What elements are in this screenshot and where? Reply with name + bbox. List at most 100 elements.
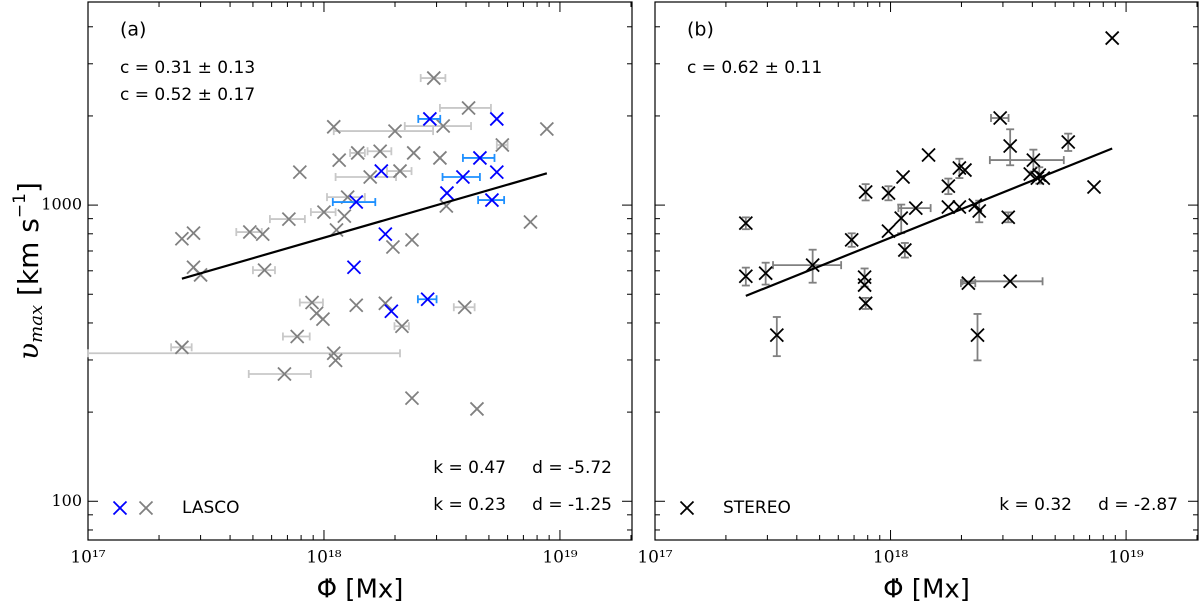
annotation: c = 0.62 ± 0.11	[687, 58, 822, 78]
marker-stroke	[193, 267, 208, 283]
marker	[858, 296, 873, 311]
y-tick-label: 100	[51, 491, 82, 510]
marker	[174, 340, 190, 355]
marker-stroke	[489, 165, 504, 180]
marker-stroke	[174, 231, 190, 246]
marker	[349, 298, 364, 313]
marker-stroke	[921, 147, 936, 163]
marker-stroke	[472, 150, 488, 166]
x-error-bar	[269, 215, 306, 224]
fit-k-label: k = 0.32	[999, 495, 1072, 515]
x-error-bar	[961, 277, 1044, 286]
marker	[378, 296, 393, 311]
marker	[255, 226, 270, 242]
annotation: c = 0.31 ± 0.13	[120, 58, 255, 78]
y-axis-label: υmax [km s−1]	[10, 182, 47, 360]
marker	[1003, 274, 1018, 289]
marker	[292, 165, 307, 180]
marker-stroke	[484, 192, 500, 208]
marker	[186, 226, 201, 241]
marker	[679, 500, 695, 516]
x-error-bar	[439, 103, 492, 112]
marker	[332, 152, 347, 168]
marker	[138, 500, 154, 516]
fit-d-label: d = -2.87	[1098, 495, 1178, 515]
x-error-bar	[441, 173, 481, 182]
marker-stroke	[406, 145, 421, 161]
marker-stroke	[895, 169, 911, 185]
x-error-bar	[87, 349, 401, 358]
marker	[805, 258, 820, 273]
marker	[894, 210, 909, 226]
marker	[363, 169, 378, 185]
marker	[394, 319, 410, 334]
marker	[426, 70, 441, 86]
marker-stroke	[242, 224, 257, 240]
marker-stroke	[257, 263, 272, 278]
marker	[432, 150, 448, 166]
y-error-bar	[772, 316, 781, 358]
marker	[897, 242, 912, 258]
marker	[242, 224, 257, 240]
marker	[758, 266, 773, 281]
x-error-bar	[326, 193, 366, 202]
marker	[112, 500, 128, 516]
marker	[1105, 30, 1120, 46]
marker	[472, 150, 488, 166]
marker	[350, 145, 365, 161]
marker-stroke	[337, 208, 352, 224]
marker	[469, 401, 485, 417]
x-axis-label: Φ̇ [Mx]	[883, 575, 970, 605]
marker-stroke	[281, 211, 297, 227]
x-error-bar	[772, 261, 843, 270]
marker	[316, 204, 332, 220]
marker-stroke	[738, 269, 753, 284]
marker-stroke	[292, 165, 307, 180]
marker-stroke	[277, 366, 292, 382]
y-tick-label: 1000	[41, 195, 82, 214]
panel: 10¹⁷ 10¹⁸ 10¹⁹ 100 1000 (a) Φ̇ [Mx] υmax [km s−…	[10, 1, 633, 605]
marker	[738, 216, 753, 231]
marker-stroke	[1105, 30, 1120, 46]
marker	[281, 211, 297, 227]
marker-stroke	[186, 226, 201, 241]
x-tick-label: 10¹⁹	[1108, 548, 1143, 568]
marker-stroke	[941, 199, 956, 215]
marker-stroke	[758, 266, 773, 281]
marker-stroke	[436, 118, 451, 134]
marker-stroke	[469, 401, 485, 417]
annotation: k = 0.47	[433, 458, 506, 478]
annotation: d = -5.72	[532, 458, 612, 478]
y-label-close: ]	[12, 182, 45, 193]
marker	[404, 232, 420, 248]
marker-stroke	[394, 319, 410, 334]
marker	[378, 226, 393, 242]
marker	[373, 144, 388, 159]
marker	[374, 163, 389, 179]
legend: LASCO	[112, 498, 240, 518]
y-error-bar	[973, 313, 982, 362]
marker-stroke	[858, 184, 873, 200]
marker-stroke	[328, 353, 343, 368]
marker	[436, 118, 451, 134]
marker-stroke	[1003, 274, 1018, 289]
marker-stroke	[1026, 152, 1041, 168]
marker-stroke	[881, 185, 896, 201]
marker-stroke	[489, 111, 504, 127]
marker-stroke	[439, 185, 455, 201]
marker-stroke	[1086, 179, 1102, 195]
marker-stroke	[326, 346, 341, 361]
marker-stroke	[346, 260, 362, 275]
marker-stroke	[769, 327, 784, 343]
marker-stroke	[952, 160, 967, 176]
marker	[1026, 152, 1041, 168]
marker	[1086, 179, 1102, 195]
marker-stroke	[378, 296, 393, 311]
marker-stroke	[457, 300, 472, 315]
marker-stroke	[679, 500, 695, 516]
panel-label: (a)	[120, 19, 146, 41]
y-label-symbol: υ	[12, 343, 45, 360]
x-tick-label: 10¹⁷	[70, 548, 105, 568]
marker-stroke	[350, 145, 365, 161]
